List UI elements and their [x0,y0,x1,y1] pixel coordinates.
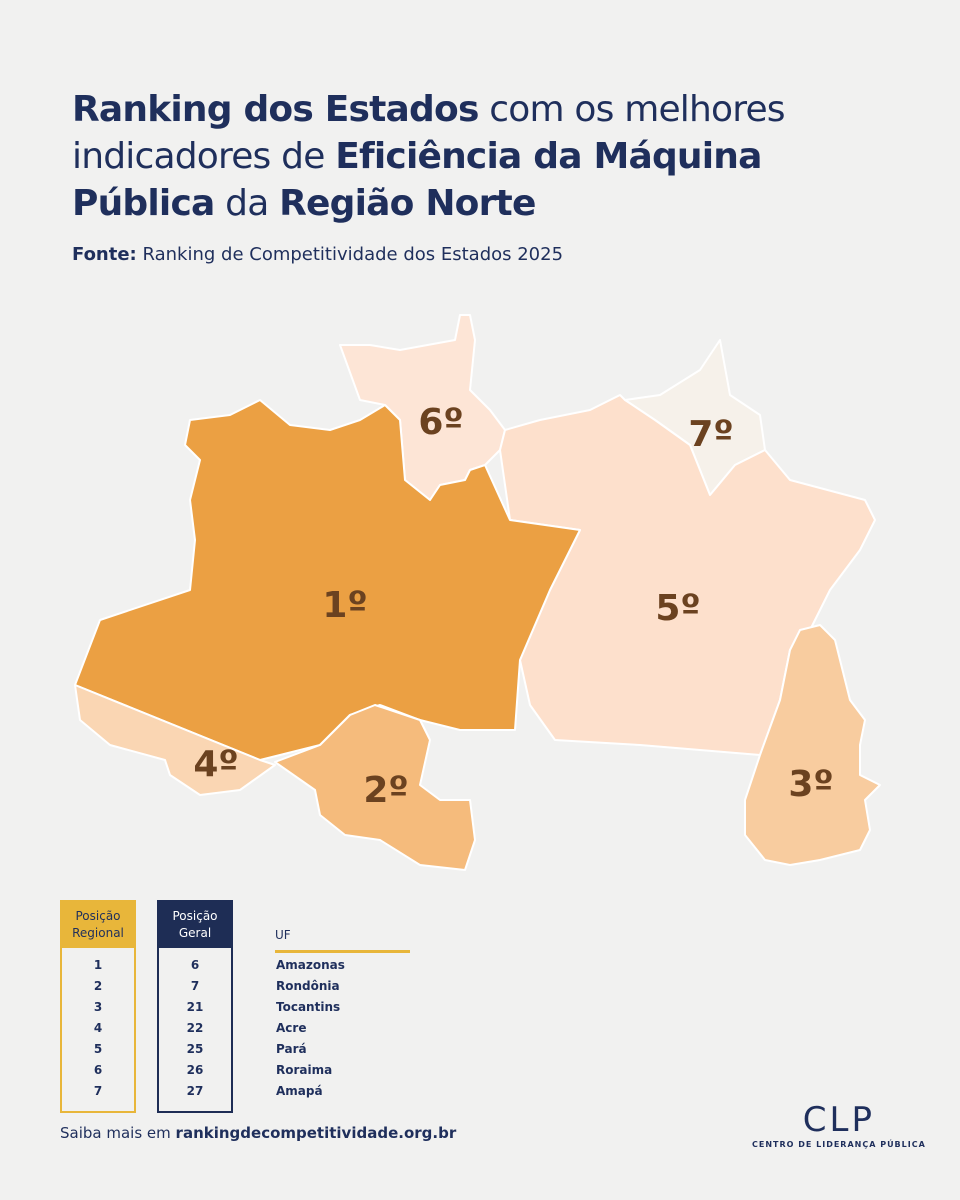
table-cell: Acre [276,1021,307,1035]
geral-header: Posição Geral [159,902,231,948]
state-tocantins [744,624,881,866]
table-cell: 4 [93,1021,103,1035]
table-cell: 25 [186,1042,204,1056]
table-cell: 6 [93,1063,103,1077]
rank-label: 2º [363,770,408,811]
footer-text: Saiba mais em [60,1124,171,1142]
rank-label: 4º [193,744,238,785]
table-cell: 2 [93,979,103,993]
logo-sub: CENTRO DE LIDERANÇA PÚBLICA [752,1140,926,1149]
state-amazonas [74,399,581,761]
table-cell: 27 [186,1084,204,1098]
title-segment: Eficiência da Máquina Pública [72,136,762,224]
table-cell: 5 [93,1042,103,1056]
table-cell: 22 [186,1021,204,1035]
title-segment: Ranking dos Estados [72,89,479,130]
regional-header: Posição Regional [62,902,134,948]
uf-header: UF [275,928,410,953]
footer: Saiba mais em rankingdecompetitividade.o… [60,1124,456,1142]
map: 1º 2º 3º 4º 5º 6º 7º [74,314,881,871]
table-cell: Roraima [276,1063,333,1077]
rank-label: 5º [655,588,700,629]
title-segment: com os melhores indicadores de [72,89,786,177]
source: Fonte: Ranking de Competitividade dos Es… [72,244,563,265]
state-acre [74,684,276,796]
regional-column: Posição Regional [60,900,136,1113]
table-cell: 6 [190,958,200,972]
rank-label: 6º [418,402,463,443]
footer-link[interactable]: rankingdecompetitividade.org.br [175,1124,457,1142]
table-cell: 3 [93,1000,103,1014]
title-segment: da [225,183,269,224]
table-cell: Rondônia [276,979,340,993]
table-cell: 1 [93,958,103,972]
rank-label: 7º [688,414,733,455]
table-cell: 7 [190,979,200,993]
table-cell: 7 [93,1084,103,1098]
table-cell: Amapá [276,1084,323,1098]
geral-column: Posição Geral [157,900,233,1113]
table-cell: Tocantins [276,1000,341,1014]
rank-label: 3º [788,764,833,805]
table-cell: Pará [276,1042,307,1056]
title: Ranking dos Estados com os melhores indi… [72,86,892,227]
table-cell: 21 [186,1000,204,1014]
source-label: Fonte: [72,244,137,265]
title-segment: Região Norte [279,183,536,224]
source-text: Ranking de Competitividade dos Estados 2… [142,244,564,265]
table-cell: Amazonas [276,958,345,972]
state-rondonia [274,704,476,871]
logo-main: CLP [802,1100,875,1140]
table-cell: 26 [186,1063,204,1077]
rank-label: 1º [322,585,367,626]
logo: CLP CENTRO DE LIDERANÇA PÚBLICA [752,1100,926,1149]
